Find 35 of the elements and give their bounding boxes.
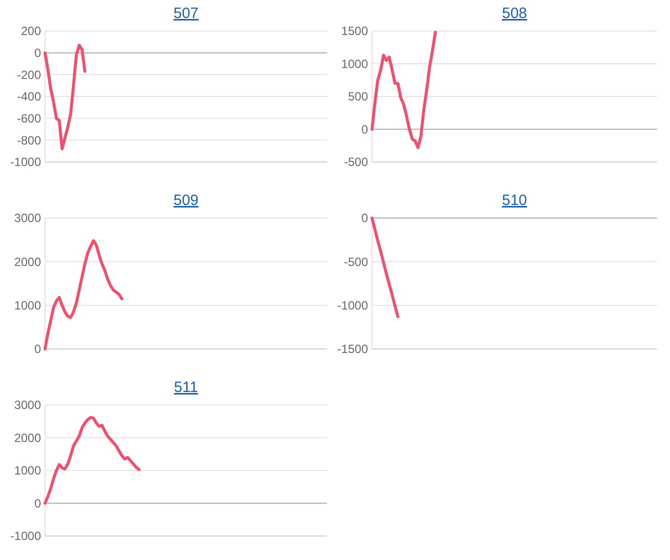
- y-tick-label: -1000: [10, 155, 42, 170]
- y-tick-label: 1000: [14, 298, 42, 313]
- y-tick-label: 0: [34, 496, 42, 510]
- y-tick-label: -1000: [10, 529, 42, 544]
- line-series: [44, 44, 86, 150]
- y-tick-label: 1000: [341, 56, 368, 71]
- y-tick-label: 2000: [14, 430, 42, 445]
- y-tick-label: 3000: [14, 211, 42, 226]
- chart-title: 510: [502, 192, 528, 209]
- chart-title: 509: [173, 192, 199, 209]
- y-tick-label: 2000: [14, 254, 42, 269]
- y-tick-label: 3000: [14, 398, 42, 412]
- y-tick-label: 1000: [14, 464, 42, 478]
- y-tick-label: -500: [344, 155, 368, 170]
- chart-title: 508: [502, 5, 528, 22]
- y-tick-label: -800: [16, 133, 42, 148]
- chart-title: 511: [174, 379, 198, 396]
- y-tick-label: 0: [34, 342, 42, 356]
- line-series: [370, 30, 437, 150]
- y-tick-label: 0: [34, 46, 42, 60]
- line-series: [44, 239, 124, 350]
- y-tick-label: -500: [344, 254, 368, 269]
- y-tick-label: -1000: [337, 298, 368, 313]
- line-series: [44, 416, 140, 505]
- chart-title: 507: [173, 5, 199, 22]
- line-series: [370, 216, 400, 318]
- y-tick-label: -200: [16, 68, 42, 82]
- y-tick-label: -400: [16, 90, 42, 104]
- y-tick-label: 0: [361, 122, 368, 136]
- y-tick-label: 200: [20, 24, 42, 38]
- y-tick-label: -600: [16, 112, 42, 126]
- y-tick-label: -1500: [337, 342, 368, 356]
- y-tick-label: 1500: [341, 24, 368, 38]
- y-tick-label: 0: [361, 211, 368, 226]
- y-tick-label: 500: [348, 90, 368, 104]
